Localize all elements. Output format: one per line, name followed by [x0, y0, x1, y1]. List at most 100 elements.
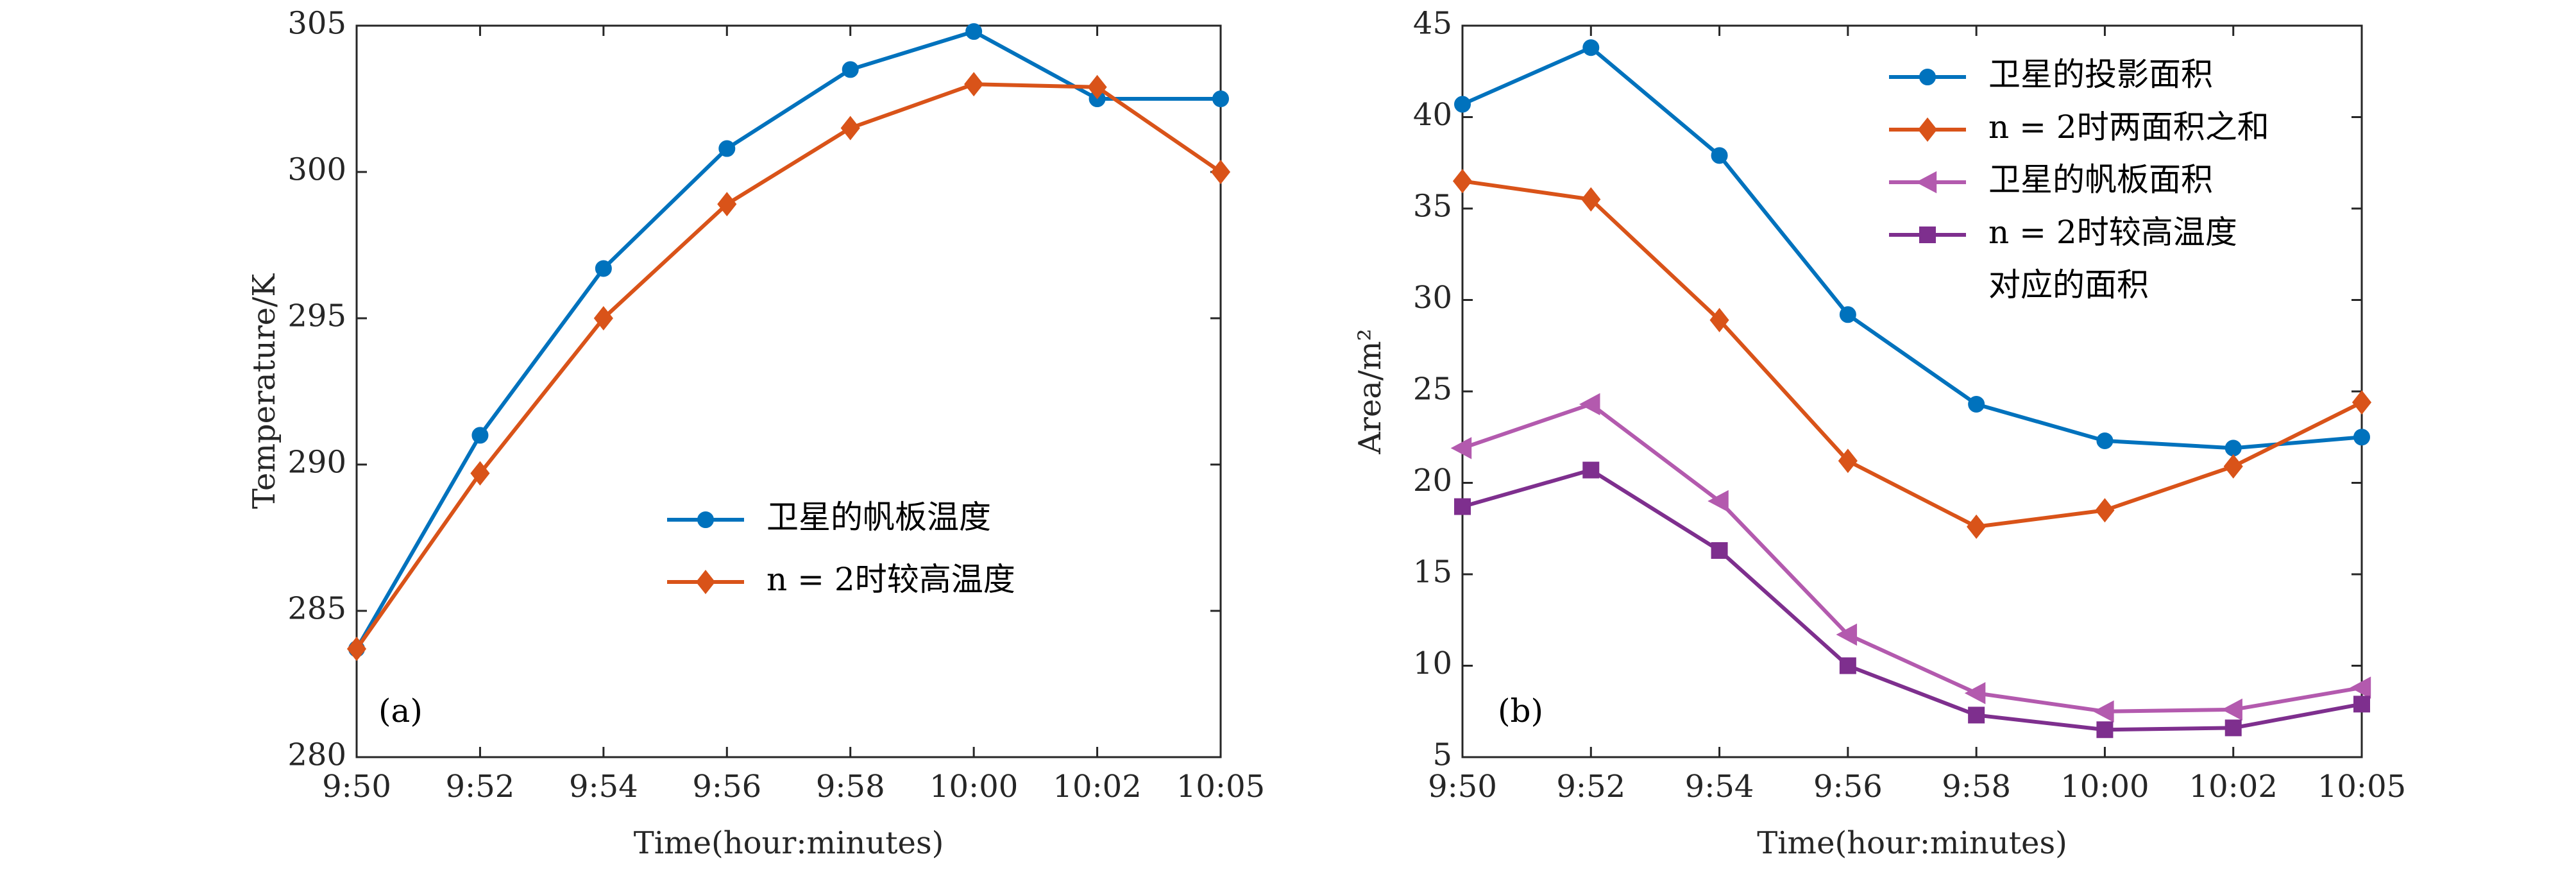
- data-point: [1450, 437, 1472, 459]
- data-point: [718, 140, 736, 157]
- data-point: [2353, 429, 2370, 446]
- legend-label: n = 2时两面积之和: [1988, 108, 2269, 146]
- legend-label: 对应的面积: [1988, 266, 2149, 303]
- data-point: [2096, 721, 2114, 739]
- data-point: [1707, 490, 1729, 513]
- plot-area: [1461, 24, 2363, 758]
- legend-marker: [1915, 171, 1937, 194]
- x-tick-label: 9:56: [692, 769, 761, 805]
- data-point: [842, 61, 859, 78]
- data-point: [840, 115, 860, 141]
- legend-label: 卫星的帆板面积: [1988, 161, 2213, 198]
- data-point: [1836, 623, 1858, 646]
- y-tick-label: 45: [1413, 6, 1452, 42]
- data-point: [1582, 461, 1600, 479]
- legend-marker: [1919, 69, 1936, 85]
- data-point: [1839, 657, 1856, 674]
- data-point: [1967, 514, 1987, 539]
- data-point: [1711, 542, 1728, 559]
- panel-label: (b): [1498, 692, 1543, 730]
- plot-area: [355, 24, 1222, 758]
- data-point: [1709, 307, 1729, 332]
- panel-label: (a): [378, 692, 423, 730]
- data-point: [2353, 696, 2370, 713]
- y-tick-label: 40: [1413, 97, 1452, 133]
- legend-marker: [1917, 117, 1938, 142]
- data-point: [1968, 706, 1985, 724]
- data-point: [1212, 90, 1229, 107]
- x-tick-label: 9:50: [1428, 769, 1497, 805]
- data-point: [1452, 169, 1473, 194]
- data-point: [1454, 96, 1471, 113]
- x-tick-label: 10:02: [1053, 769, 1141, 805]
- y-tick-label: 15: [1413, 554, 1452, 590]
- y-tick-label: 285: [287, 591, 346, 627]
- series-line: [355, 82, 1222, 651]
- y-axis-label: Temperature/K: [246, 273, 282, 509]
- x-tick-label: 9:50: [322, 769, 391, 805]
- data-point: [1087, 74, 1107, 99]
- y-tick-label: 300: [287, 152, 346, 188]
- data-point: [2351, 390, 2372, 415]
- y-tick-label: 25: [1413, 372, 1452, 407]
- x-tick-label: 9:56: [1813, 769, 1883, 805]
- y-tick-label: 30: [1413, 280, 1452, 316]
- series-line: [1462, 402, 2362, 714]
- y-tick-label: 10: [1413, 645, 1452, 681]
- data-point: [2096, 432, 2114, 449]
- y-tick-label: 20: [1413, 463, 1452, 499]
- data-point: [2350, 676, 2371, 699]
- data-point: [1964, 681, 1986, 705]
- y-axis-label: Area/m²: [1352, 329, 1388, 455]
- data-point: [717, 192, 737, 217]
- series-4: [1454, 461, 2370, 739]
- y-tick-label: 280: [287, 737, 346, 773]
- y-tick-label: 5: [1432, 737, 1452, 773]
- y-tick-label: 305: [287, 6, 346, 42]
- data-point: [1711, 147, 1728, 164]
- data-point: [2224, 719, 2242, 737]
- series-2: [346, 72, 1231, 662]
- data-point: [470, 461, 490, 486]
- x-axis-label: Time(hour:minutes): [1757, 825, 2067, 861]
- data-point: [2095, 498, 2115, 523]
- data-point: [471, 427, 489, 444]
- x-tick-label: 10:05: [1176, 769, 1265, 805]
- x-tick-label: 9:54: [569, 769, 638, 805]
- data-point: [1454, 498, 1471, 515]
- data-point: [1838, 449, 1858, 474]
- series-line: [1462, 468, 2362, 732]
- x-tick-label: 9:52: [1556, 769, 1625, 805]
- x-tick-label: 10:05: [2318, 769, 2406, 805]
- data-point: [964, 72, 984, 97]
- data-point: [2093, 700, 2114, 723]
- x-tick-label: 9:58: [1942, 769, 2011, 805]
- x-tick-label: 10:00: [2060, 769, 2149, 805]
- data-point: [595, 260, 612, 277]
- data-point: [1210, 159, 1231, 185]
- y-tick-label: 35: [1413, 189, 1452, 225]
- series-3: [1450, 393, 2371, 723]
- legend-marker: [695, 569, 716, 595]
- legend-label: n = 2时较高温度: [1988, 214, 2237, 251]
- series-line: [1461, 46, 2362, 450]
- legend-marker: [1919, 227, 1936, 243]
- y-tick-label: 290: [287, 445, 346, 481]
- legend: 卫星的帆板温度 n = 2时较高温度: [667, 499, 1015, 598]
- data-point: [965, 23, 983, 40]
- data-point: [2224, 440, 2242, 457]
- legend-label: 卫星的投影面积: [1988, 56, 2213, 93]
- data-point: [1968, 395, 1985, 413]
- y-tick-label: 295: [287, 298, 346, 334]
- series-1: [1454, 39, 2370, 457]
- legend-marker: [697, 511, 714, 528]
- data-point: [1579, 393, 1600, 416]
- series-2: [1452, 169, 2372, 539]
- data-point: [2223, 454, 2243, 479]
- legend-label: 卫星的帆板温度: [767, 499, 991, 536]
- panel-b-area: 5 10 15 20 25 30 35 40 45 9:50 9:52 9:54 9:56 9:58 10:…: [1352, 6, 2406, 862]
- x-axis-label: Time(hour:minutes): [634, 825, 944, 861]
- data-point: [346, 637, 367, 662]
